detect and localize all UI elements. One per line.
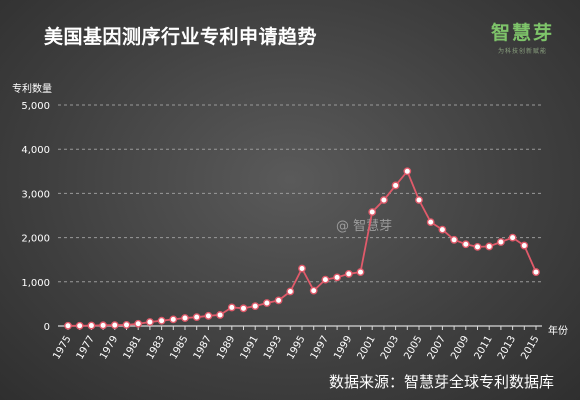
data-point (286, 287, 295, 296)
x-tick-label: 1995 (285, 334, 307, 362)
brand-logo: 智慧芽 为科技创新赋能 (491, 18, 554, 55)
x-tick-label: 1981 (122, 334, 144, 362)
data-point (251, 302, 260, 311)
data-point (64, 321, 72, 330)
x-tick-label: 2013 (496, 334, 518, 362)
data-point (485, 242, 494, 251)
data-point (227, 303, 236, 312)
data-point (239, 304, 248, 313)
x-tick-label: 1991 (239, 334, 261, 362)
data-point (403, 167, 412, 176)
data-point (298, 264, 306, 273)
data-point (473, 242, 482, 251)
watermark-text: @ 智慧芽 (336, 218, 392, 234)
data-point (157, 316, 166, 325)
x-axis-label: 年份 (548, 324, 568, 337)
data-point (262, 299, 271, 307)
data-point (87, 321, 96, 330)
chart-title: 美国基因测序行业专利申请趋势 (44, 26, 318, 48)
data-point (461, 240, 470, 249)
logo-tagline: 为科技创新赋能 (497, 48, 547, 55)
x-tick-label: 1977 (75, 334, 97, 362)
data-point (99, 321, 108, 330)
y-tick-label: 3,000 (21, 189, 50, 200)
data-source-note: 数据来源：智慧芽全球专利数据库 (328, 373, 554, 391)
x-tick-label: 2011 (473, 334, 495, 362)
data-point (274, 296, 283, 305)
data-point (321, 275, 330, 284)
data-point (333, 273, 341, 282)
data-point (145, 318, 154, 326)
y-tick-label: 2,000 (21, 234, 50, 245)
data-point (110, 321, 119, 330)
data-point (122, 320, 131, 329)
data-point (192, 313, 201, 322)
data-point (356, 268, 365, 276)
data-point (438, 225, 447, 234)
x-tick-label: 1999 (332, 334, 354, 362)
logo-text: 智慧芽 (490, 22, 554, 44)
x-tick-label: 1985 (168, 334, 190, 362)
x-tick-label: 2007 (426, 334, 448, 362)
x-tick-label: 1997 (309, 334, 331, 362)
data-point (508, 233, 517, 242)
data-point (134, 319, 143, 328)
data-point (75, 321, 84, 330)
data-point (181, 314, 189, 322)
x-tick-label: 2015 (519, 334, 541, 362)
data-point (496, 238, 505, 246)
x-tick-label: 1987 (192, 334, 214, 362)
data-point (204, 311, 213, 320)
x-tick-label: 1993 (262, 334, 284, 362)
data-point (415, 196, 423, 204)
data-point (344, 269, 353, 278)
series-line (68, 170, 537, 327)
data-point (391, 181, 400, 190)
x-tick-label: 1989 (215, 334, 237, 362)
y-tick-label: 4,000 (21, 145, 50, 156)
data-point (309, 286, 318, 295)
x-tick-label: 1979 (98, 334, 120, 362)
data-point (532, 268, 540, 276)
data-point (520, 241, 529, 250)
x-tick-label: 2003 (379, 334, 401, 362)
data-point (379, 196, 388, 204)
x-tick-label: 2001 (356, 334, 378, 362)
y-tick-label: 0 (44, 322, 50, 333)
y-tick-label: 5,000 (21, 101, 50, 112)
x-tick-label: 1983 (145, 334, 167, 362)
data-point (426, 218, 435, 227)
data-point (450, 235, 458, 244)
data-point (368, 208, 377, 216)
x-tick-label: 2009 (449, 334, 471, 362)
data-point (216, 311, 225, 319)
y-tick-label: 1,000 (21, 278, 50, 289)
y-axis-label: 专利数量 (12, 82, 52, 95)
x-tick-label: 1975 (51, 334, 73, 362)
x-tick-label: 2005 (402, 334, 424, 362)
data-point (169, 315, 178, 324)
